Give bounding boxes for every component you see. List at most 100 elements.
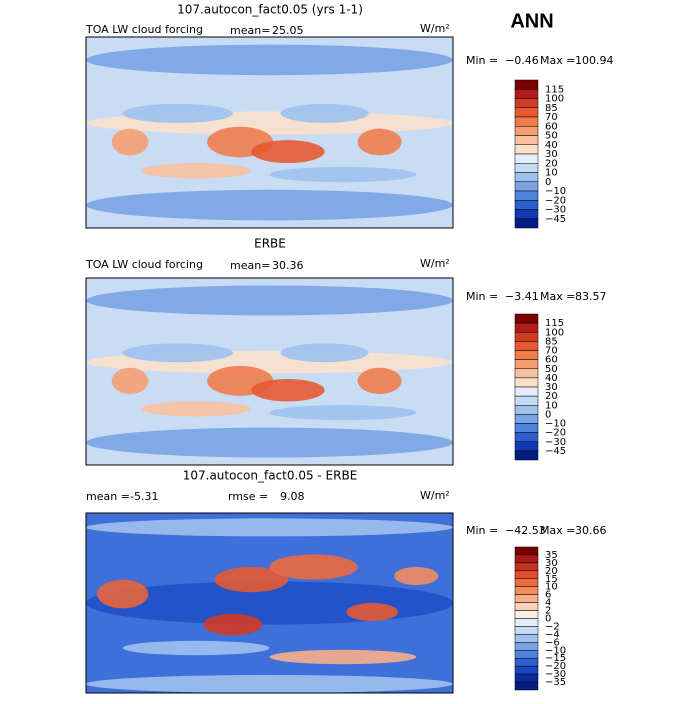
colorbar-label: −10 bbox=[545, 645, 566, 656]
field-label: TOA LW cloud forcing bbox=[85, 23, 203, 36]
colorbar-box bbox=[514, 594, 539, 603]
colorbar-box bbox=[514, 163, 539, 173]
colorbar-box bbox=[514, 144, 539, 155]
colorbar-box bbox=[514, 313, 539, 324]
map-region bbox=[357, 367, 402, 394]
colorbar-label: −30 bbox=[545, 205, 566, 216]
colorbar-box bbox=[514, 578, 539, 587]
colorbar-label: 0 bbox=[545, 409, 551, 420]
colorbar-label: 6 bbox=[545, 590, 551, 601]
colorbar-label: 20 bbox=[545, 566, 558, 577]
colorbar-box bbox=[514, 350, 539, 360]
colorbar-label: −20 bbox=[545, 428, 566, 439]
colorbar-box bbox=[514, 79, 539, 90]
colorbar-label: 70 bbox=[545, 346, 558, 357]
mean-value: 25.05 bbox=[272, 24, 304, 37]
colorbar-box bbox=[514, 657, 539, 667]
colorbar-label: 30 bbox=[545, 149, 558, 160]
panel-title: 107.autocon_fact0.05 - ERBE bbox=[183, 469, 358, 483]
colorbar-label: 10 bbox=[545, 168, 558, 179]
colorbar-label: 85 bbox=[545, 336, 558, 347]
colorbar-label: −20 bbox=[545, 195, 566, 206]
colorbar-box bbox=[514, 570, 539, 580]
colorbar-label: 50 bbox=[545, 364, 558, 375]
map-region bbox=[269, 649, 417, 665]
colorbar-label: −30 bbox=[545, 669, 566, 680]
colorbar-label: −45 bbox=[545, 446, 566, 457]
map-region bbox=[111, 128, 149, 156]
colorbar-label: 2 bbox=[545, 606, 551, 617]
colorbar-label: −4 bbox=[545, 629, 560, 640]
map-frame bbox=[85, 36, 454, 229]
map-region bbox=[141, 401, 252, 417]
rmse-value: 9.08 bbox=[280, 490, 305, 503]
colorbar-label: 10 bbox=[545, 582, 558, 593]
colorbar-box bbox=[514, 423, 539, 433]
colorbar-label: 40 bbox=[545, 140, 558, 151]
colorbar-box bbox=[514, 89, 539, 99]
colorbar-box bbox=[514, 172, 539, 182]
colorbar-box bbox=[514, 368, 539, 379]
colorbar-label: 20 bbox=[545, 391, 558, 402]
colorbar-label: −2 bbox=[545, 621, 560, 632]
colorbar-box bbox=[514, 673, 539, 683]
colorbar-label: −10 bbox=[545, 419, 566, 430]
colorbar-label: 40 bbox=[545, 373, 558, 384]
colorbar-box bbox=[514, 200, 539, 210]
colorbar-box bbox=[514, 450, 539, 461]
units: W/m² bbox=[420, 257, 450, 270]
units: W/m² bbox=[420, 22, 450, 35]
colorbar-box bbox=[514, 359, 539, 369]
colorbar-box bbox=[514, 562, 539, 572]
colorbar-box bbox=[514, 602, 539, 611]
colorbar-box bbox=[514, 209, 539, 219]
colorbar-box bbox=[514, 610, 539, 619]
colorbar-label: 20 bbox=[545, 158, 558, 169]
max-label: Max = bbox=[540, 290, 575, 303]
max-value: 100.94 bbox=[575, 54, 614, 67]
colorbar-label: −20 bbox=[545, 661, 566, 672]
mean-label: mean= bbox=[230, 24, 270, 37]
units: W/m² bbox=[420, 489, 450, 502]
min-value: −0.46 bbox=[505, 54, 539, 67]
map-region bbox=[122, 103, 233, 123]
map-region bbox=[280, 103, 369, 123]
max-label: Max = bbox=[540, 54, 575, 67]
colorbar-box bbox=[514, 181, 539, 192]
colorbar-label: 70 bbox=[545, 112, 558, 123]
colorbar-label: 0 bbox=[545, 614, 551, 625]
panel-title: ERBE bbox=[254, 237, 286, 251]
colorbar-box bbox=[514, 153, 539, 164]
colorbar-label: 15 bbox=[545, 574, 558, 585]
colorbar-box bbox=[514, 322, 539, 333]
colorbar-box bbox=[514, 377, 539, 388]
colorbar-box bbox=[514, 341, 539, 351]
colorbar-box bbox=[514, 218, 539, 229]
field-label: TOA LW cloud forcing bbox=[85, 258, 203, 271]
colorbar-box bbox=[514, 190, 539, 201]
max-label: Max = bbox=[540, 524, 575, 537]
mean-value: -5.31 bbox=[130, 490, 158, 503]
season-title: ANN bbox=[510, 10, 553, 32]
max-value: 30.66 bbox=[575, 524, 607, 537]
mean-value: 30.36 bbox=[272, 259, 304, 272]
panel-title: 107.autocon_fact0.05 (yrs 1-1) bbox=[177, 3, 363, 17]
colorbar-label: 35 bbox=[545, 550, 558, 561]
map-region bbox=[269, 554, 358, 580]
map-region bbox=[280, 343, 369, 363]
colorbar-label: −10 bbox=[545, 186, 566, 197]
map-region bbox=[86, 675, 453, 693]
colorbar-box bbox=[514, 441, 539, 452]
map-region bbox=[111, 367, 149, 394]
min-label: Min = bbox=[466, 524, 498, 537]
map-region bbox=[86, 285, 453, 316]
map-region bbox=[214, 567, 288, 593]
colorbar-label: 30 bbox=[545, 382, 558, 393]
colorbar-label: 85 bbox=[545, 103, 558, 114]
colorbar-box bbox=[514, 681, 539, 691]
colorbar-box bbox=[514, 554, 539, 564]
colorbar-box bbox=[514, 626, 539, 635]
colorbar-box bbox=[514, 332, 539, 342]
min-value: −42.53 bbox=[505, 524, 546, 537]
map bbox=[85, 277, 454, 466]
